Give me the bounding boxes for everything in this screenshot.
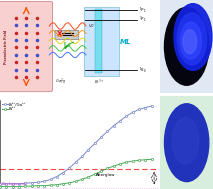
- Bi³⁺/Ga³⁺: [24, 182, 27, 184]
- FancyBboxPatch shape: [0, 1, 53, 92]
- Text: $^3P_1$: $^3P_1$: [138, 15, 146, 25]
- Bar: [95, 9, 102, 73]
- Line: Bi³⁺: Bi³⁺: [0, 158, 153, 188]
- Bi³⁺/Ga³⁺: [138, 108, 140, 111]
- Bi³⁺/Ga³⁺: [150, 105, 153, 107]
- Circle shape: [177, 13, 207, 65]
- Bi³⁺: [131, 160, 134, 162]
- Text: Afterglow: Afterglow: [96, 173, 115, 177]
- Bi³⁺: [144, 159, 147, 161]
- Circle shape: [172, 118, 199, 164]
- Bi³⁺/Ga³⁺: [11, 183, 14, 185]
- Bi³⁺: [100, 170, 102, 172]
- Bi³⁺: [37, 184, 39, 187]
- Bi³⁺: [11, 185, 14, 188]
- Text: $Ga^{2-}_{Ta}$: $Ga^{2-}_{Ta}$: [55, 77, 66, 87]
- Bi³⁺: [49, 184, 52, 186]
- Bi³⁺: [0, 185, 1, 188]
- Bi³⁺/Ga³⁺: [87, 149, 90, 151]
- Circle shape: [164, 104, 209, 182]
- Bi³⁺: [5, 185, 8, 188]
- Text: $^1P_1$: $^1P_1$: [138, 5, 146, 15]
- Bi³⁺/Ga³⁺: [94, 142, 96, 145]
- Bi³⁺/Ga³⁺: [43, 180, 46, 182]
- Bi³⁺/Ga³⁺: [81, 155, 83, 158]
- Bi³⁺/Ga³⁺: [106, 130, 109, 133]
- Bi³⁺/Ga³⁺: [131, 111, 134, 113]
- Bi³⁺: [112, 165, 115, 167]
- Bi³⁺: [125, 161, 128, 163]
- Bi³⁺: [138, 159, 140, 161]
- Text: ML: ML: [120, 39, 131, 45]
- FancyBboxPatch shape: [84, 6, 119, 76]
- Circle shape: [180, 22, 201, 59]
- Text: $Bi^{3+}$: $Bi^{3+}$: [94, 77, 104, 87]
- Text: Background: Background: [2, 182, 27, 186]
- Bi³⁺: [56, 184, 58, 186]
- Bi³⁺: [94, 173, 96, 175]
- Bi³⁺/Ga³⁺: [0, 183, 1, 185]
- Bi³⁺/Ga³⁺: [18, 183, 20, 185]
- Bi³⁺: [18, 185, 20, 188]
- FancyBboxPatch shape: [159, 94, 213, 189]
- Bi³⁺/Ga³⁺: [37, 181, 39, 184]
- Text: Piezoelectric Field: Piezoelectric Field: [4, 29, 8, 64]
- Bi³⁺/Ga³⁺: [5, 183, 8, 185]
- Circle shape: [174, 4, 212, 70]
- Bi³⁺: [24, 185, 27, 187]
- Bi³⁺/Ga³⁺: [62, 172, 65, 174]
- Line: Bi³⁺/Ga³⁺: Bi³⁺/Ga³⁺: [0, 105, 153, 185]
- Bi³⁺/Ga³⁺: [119, 120, 121, 122]
- Legend: Bi³⁺/Ga³⁺, Bi³⁺: Bi³⁺/Ga³⁺, Bi³⁺: [2, 102, 27, 112]
- Bi³⁺/Ga³⁺: [144, 106, 147, 109]
- Bi³⁺: [81, 178, 83, 180]
- Text: $V_O$: $V_O$: [88, 22, 96, 30]
- Bi³⁺: [150, 158, 153, 160]
- Bi³⁺/Ga³⁺: [68, 167, 71, 169]
- Bi³⁺/Ga³⁺: [112, 125, 115, 127]
- Bi³⁺/Ga³⁺: [125, 115, 128, 117]
- Bi³⁺: [106, 167, 109, 170]
- Bi³⁺/Ga³⁺: [49, 178, 52, 180]
- Bi³⁺: [43, 184, 46, 187]
- Bi³⁺/Ga³⁺: [75, 161, 77, 163]
- Bi³⁺: [62, 183, 65, 185]
- Bi³⁺: [30, 185, 33, 187]
- Bi³⁺/Ga³⁺: [30, 182, 33, 184]
- Bi³⁺: [75, 180, 77, 182]
- Text: $^1S_0$: $^1S_0$: [138, 65, 146, 75]
- Bi³⁺/Ga³⁺: [56, 175, 58, 178]
- Circle shape: [183, 30, 197, 54]
- Bi³⁺/Ga³⁺: [100, 136, 102, 138]
- Bi³⁺: [119, 163, 121, 165]
- FancyBboxPatch shape: [159, 0, 213, 95]
- Bi³⁺: [68, 182, 71, 184]
- FancyBboxPatch shape: [55, 30, 79, 40]
- Circle shape: [164, 7, 209, 85]
- Bi³⁺: [87, 176, 90, 178]
